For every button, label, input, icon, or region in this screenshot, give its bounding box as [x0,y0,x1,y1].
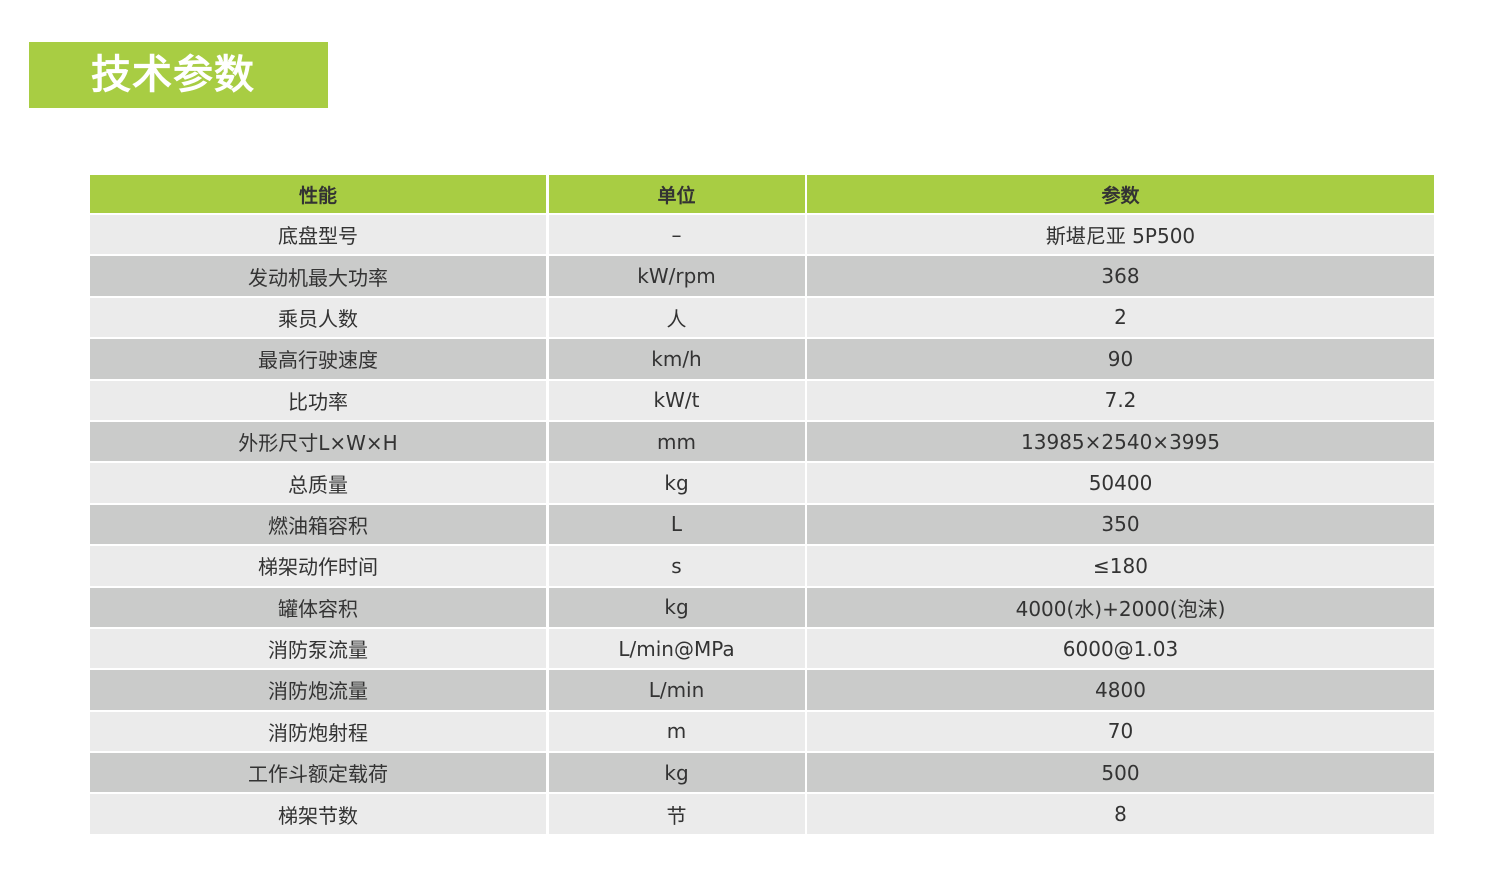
performance-cell: 底盘型号 [90,215,546,255]
table-row: 消防炮流量 L/min 4800 [90,670,1434,710]
table-row: 乘员人数人 2 [90,297,1434,338]
table-row: 工作斗额定载荷 kg 500 [90,753,1434,793]
header-performance: 性能 [90,175,546,213]
unit-cell: km/h [548,339,805,379]
performance-cell: 消防炮射程 [90,711,546,752]
parameter-cell: 13985×2540×3995 [807,421,1434,462]
unit-cell: m [548,711,805,752]
unit-cell: L/min@MPa [548,628,805,669]
parameter-cell: 斯堪尼亚 5P500 [807,215,1434,255]
parameter-cell: 7.2 [807,380,1434,420]
performance-cell: 比功率 [90,380,546,420]
table-row: 罐体容积 kg 4000(水)+2000(泡沫) [90,587,1434,627]
performance-cell: 外形尺寸L×W×H [90,421,546,462]
parameter-cell: 4000(水)+2000(泡沫) [807,587,1434,627]
parameter-cell: 50400 [807,463,1434,503]
unit-cell: kW/t [548,380,805,420]
performance-cell: 梯架节数 [90,794,546,834]
performance-cell: 最高行驶速度 [90,339,546,379]
table-row: 燃油箱容积 L 350 [90,504,1434,545]
parameter-cell: 90 [807,339,1434,379]
table-row: 梯架动作时间 s ≤180 [90,546,1434,586]
performance-cell: 消防泵流量 [90,628,546,669]
performance-cell: 消防炮流量 [90,670,546,710]
unit-cell: 人 [548,297,805,338]
table-row: 梯架节数节 8 [90,794,1434,834]
table-row: 比功率 kW/t 7.2 [90,380,1434,420]
parameter-cell: 350 [807,504,1434,545]
parameter-cell: 368 [807,256,1434,296]
unit-cell: kW/rpm [548,256,805,296]
performance-cell: 罐体容积 [90,587,546,627]
unit-cell: 节 [548,794,805,834]
unit-cell: L/min [548,670,805,710]
table-row: 总质量 kg 50400 [90,463,1434,503]
unit-cell: mm [548,421,805,462]
performance-cell: 发动机最大功率 [90,256,546,296]
title-banner: 技术参数 [29,42,328,108]
parameter-cell: 6000@1.03 [807,628,1434,669]
parameter-cell: 70 [807,711,1434,752]
table-row: 消防炮射程 m 70 [90,711,1434,752]
table-row: 底盘型号 – 斯堪尼亚 5P500 [90,215,1434,255]
parameter-cell: 4800 [807,670,1434,710]
performance-cell: 梯架动作时间 [90,546,546,586]
unit-cell: kg [548,463,805,503]
table-row: 消防泵流量 L/min@MPa 6000@1.03 [90,628,1434,669]
unit-cell: kg [548,587,805,627]
table-row: 最高行驶速度 km/h 90 [90,339,1434,379]
parameter-cell: ≤180 [807,546,1434,586]
unit-cell: kg [548,753,805,793]
table-row: 外形尺寸L×W×H mm 13985×2540×3995 [90,421,1434,462]
parameter-cell: 500 [807,753,1434,793]
parameter-cell: 8 [807,794,1434,834]
header-unit: 单位 [548,175,805,213]
unit-cell: s [548,546,805,586]
page-title: 技术参数 [91,52,255,98]
performance-cell: 工作斗额定载荷 [90,753,546,793]
performance-cell: 乘员人数 [90,297,546,338]
spec-table: 性能 单位 参数 底盘型号 – 斯堪尼亚 5P500 发动机最大功率 kW/rpm 368… [90,175,1434,836]
unit-cell: – [548,215,805,255]
performance-cell: 总质量 [90,463,546,503]
parameter-cell: 2 [807,297,1434,338]
performance-cell: 燃油箱容积 [90,504,546,545]
unit-cell: L [548,504,805,545]
header-parameter: 参数 [807,175,1434,213]
table-row: 发动机最大功率 kW/rpm 368 [90,256,1434,296]
table-header: 性能 单位 参数 [90,175,1434,213]
